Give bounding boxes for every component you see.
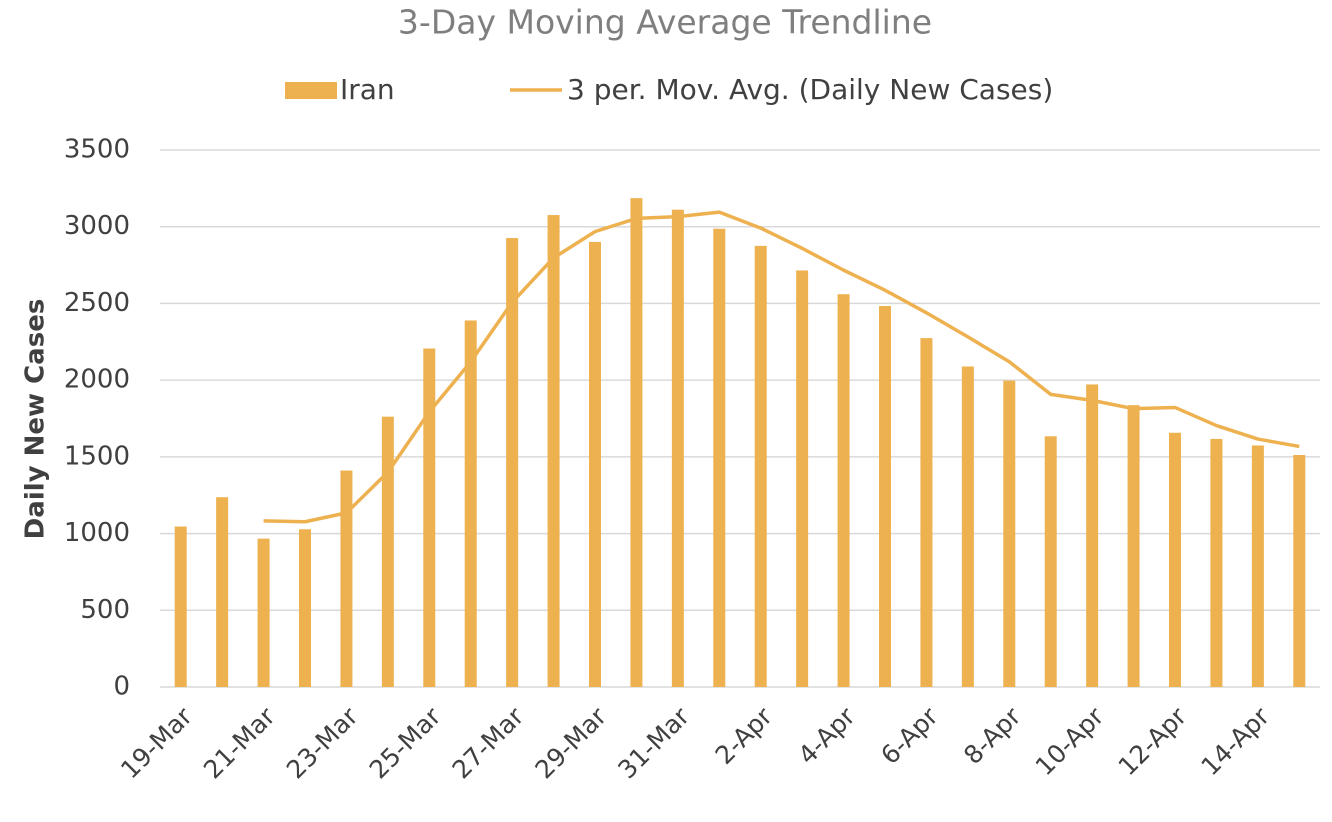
- x-tick-label: 29-Mar: [529, 701, 612, 784]
- bar: [174, 526, 187, 687]
- y-tick-label: 500: [80, 595, 130, 625]
- bar: [299, 529, 311, 687]
- bar: [1086, 384, 1099, 687]
- bar: [713, 228, 726, 687]
- bar: [1210, 438, 1223, 687]
- line: [263, 210, 1300, 524]
- bar: [1169, 432, 1181, 687]
- y-axis-label: Daily New Cases: [21, 299, 51, 540]
- x-tick-label: 10-Apr: [1030, 701, 1110, 781]
- bar: [1003, 380, 1016, 687]
- bar: [464, 320, 477, 687]
- x-tick-label: 27-Mar: [447, 701, 530, 784]
- bar: [920, 338, 933, 687]
- x-tick-label: 2-Apr: [710, 701, 779, 770]
- x-tick-label: 23-Mar: [281, 701, 364, 784]
- bar: [754, 245, 767, 687]
- bar: [506, 238, 519, 687]
- x-tick-label: 19-Mar: [115, 701, 198, 784]
- bar: [837, 294, 850, 687]
- bar: [1127, 405, 1140, 687]
- x-tick-label: 25-Mar: [364, 701, 447, 784]
- bar: [547, 215, 560, 687]
- bar: [630, 198, 643, 687]
- x-tick-label: 14-Apr: [1195, 701, 1275, 781]
- x-tick-label: 6-Apr: [875, 701, 944, 770]
- bar: [961, 366, 974, 687]
- bar: [340, 470, 353, 687]
- bar: [1293, 455, 1306, 687]
- x-tick-label: 21-Mar: [198, 701, 281, 784]
- y-tick-label: 2000: [64, 365, 130, 395]
- bar: [671, 209, 684, 687]
- bar: [1044, 436, 1057, 687]
- bar: [423, 348, 436, 687]
- y-tick-label: 1500: [64, 441, 130, 471]
- legend-swatch: [285, 82, 337, 99]
- x-tick-label: 4-Apr: [792, 701, 861, 770]
- bar: [257, 538, 270, 687]
- legend-label: 3 per. Mov. Avg. (Daily New Cases): [567, 73, 1053, 106]
- x-tick-label: 12-Apr: [1113, 701, 1193, 781]
- y-tick-label: 3000: [64, 211, 130, 241]
- bar: [796, 270, 809, 687]
- x-tick-label: 8-Apr: [958, 701, 1027, 770]
- y-tick-label: 3500: [64, 135, 130, 165]
- y-tick-label: 1000: [64, 518, 130, 548]
- y-tick-label: 2500: [64, 288, 130, 318]
- bar: [381, 416, 394, 687]
- x-tick-label: 31-Mar: [612, 701, 695, 784]
- bar: [589, 241, 601, 687]
- bar: [216, 497, 229, 687]
- bar: [1251, 445, 1264, 687]
- legend-label: Iran: [340, 73, 395, 106]
- bar: [879, 306, 891, 687]
- y-tick-label: 0: [113, 672, 130, 702]
- chart-title: 3-Day Moving Average Trendline: [398, 3, 932, 42]
